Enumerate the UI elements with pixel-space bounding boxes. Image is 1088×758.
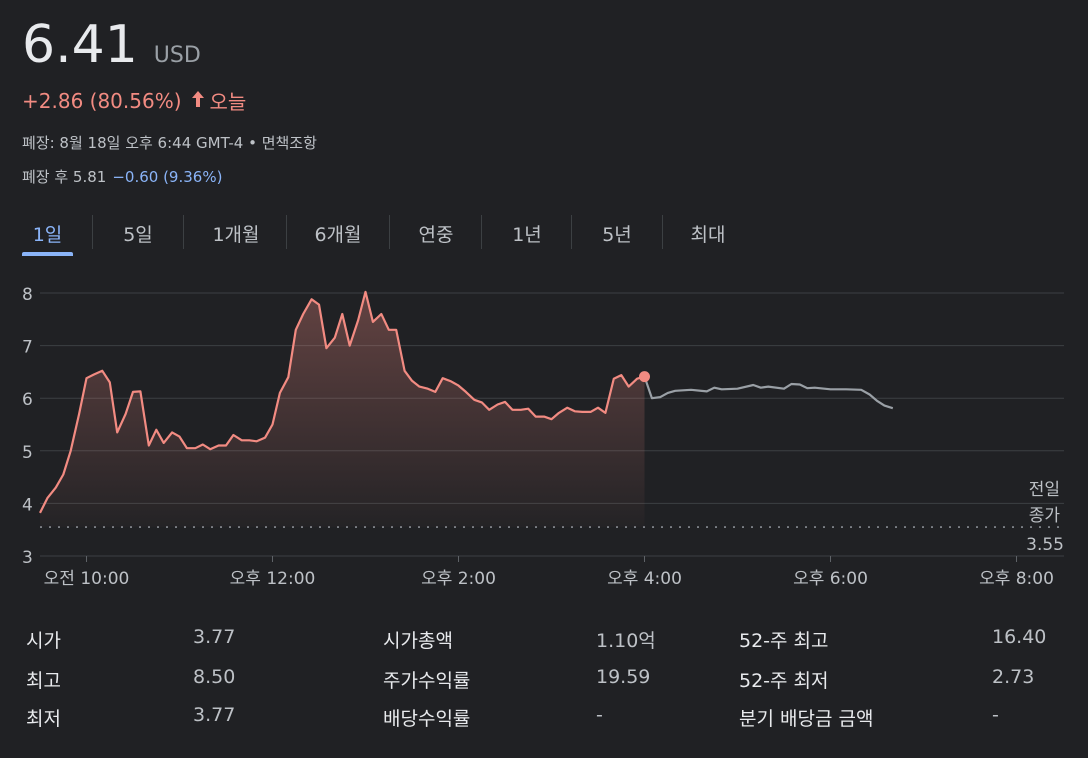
after-hours-change: −0.60 (9.36%) bbox=[112, 168, 223, 186]
change-value: +2.86 (80.56%) bbox=[22, 88, 182, 113]
tab-5y[interactable]: 5년 bbox=[602, 223, 632, 246]
stat-label-dividend-yield: 배당수익률 bbox=[383, 708, 471, 730]
close-marker bbox=[639, 371, 650, 383]
x-tick-label: 오전 10:00 bbox=[44, 569, 130, 589]
tab-max[interactable]: 최대 bbox=[690, 223, 726, 246]
tab-divider bbox=[92, 215, 93, 249]
stat-label-open: 시가 bbox=[26, 630, 61, 652]
stat-label-low: 최저 bbox=[26, 708, 61, 730]
x-tick-label: 오후 4:00 bbox=[607, 569, 682, 589]
y-tick-label: 8 bbox=[22, 285, 33, 305]
x-tick-label: 오후 8:00 bbox=[979, 569, 1054, 589]
previous-close-label: 전일 bbox=[1029, 480, 1060, 500]
stat-label-high: 최고 bbox=[26, 670, 61, 692]
close-info: 폐장: 8월 18일 오후 6:44 GMT-4 • 면책조항 bbox=[22, 134, 317, 152]
tab-1y[interactable]: 1년 bbox=[512, 223, 542, 246]
stat-label-52w-low: 52-주 최저 bbox=[739, 670, 829, 692]
stat-label-pe-ratio: 주가수익률 bbox=[383, 670, 471, 692]
y-tick-label: 4 bbox=[22, 495, 33, 515]
tab-6m[interactable]: 6개월 bbox=[314, 223, 362, 246]
stat-value-dividend-yield: - bbox=[596, 704, 603, 726]
after-hours-line bbox=[643, 376, 894, 410]
stat-value-high: 8.50 bbox=[193, 666, 236, 688]
tab-1d[interactable]: 1일 bbox=[22, 210, 73, 256]
regular-session-area bbox=[40, 291, 645, 528]
previous-close-label: 종가 bbox=[1029, 506, 1061, 526]
change-period: 오늘 bbox=[209, 90, 247, 114]
y-tick-label: 5 bbox=[22, 443, 33, 463]
price-header: 6.41 USD bbox=[22, 14, 201, 76]
y-tick-label: 3 bbox=[22, 548, 33, 568]
stat-label-market-cap: 시가총액 bbox=[383, 630, 453, 652]
x-tick-label: 오후 6:00 bbox=[793, 569, 868, 589]
tab-divider bbox=[389, 215, 390, 249]
stat-value-open: 3.77 bbox=[193, 626, 236, 648]
tab-5d[interactable]: 5일 bbox=[123, 223, 153, 246]
tab-1m[interactable]: 1개월 bbox=[212, 223, 260, 246]
range-tabs: 1일 5일 1개월 6개월 연중 1년 5년 최대 bbox=[0, 210, 760, 256]
stat-value-52w-low: 2.73 bbox=[992, 666, 1035, 688]
price-change: +2.86 (80.56%) 오늘 bbox=[22, 86, 246, 115]
currency-label: USD bbox=[153, 43, 201, 68]
after-hours-info: 폐장 후 5.81 −0.60 (9.36%) bbox=[22, 166, 222, 187]
y-tick-label: 7 bbox=[22, 338, 33, 358]
tab-ytd[interactable]: 연중 bbox=[418, 223, 454, 246]
x-tick-label: 오후 2:00 bbox=[421, 569, 496, 589]
stat-value-52w-high: 16.40 bbox=[992, 626, 1047, 648]
stat-value-pe-ratio: 19.59 bbox=[596, 666, 651, 688]
y-tick-label: 6 bbox=[22, 390, 33, 410]
stat-value-low: 3.77 bbox=[193, 704, 236, 726]
stat-label-52w-high: 52-주 최고 bbox=[739, 630, 829, 652]
after-hours-label: 폐장 후 5.81 bbox=[22, 168, 107, 186]
stat-label-quarterly-dividend: 분기 배당금 금액 bbox=[739, 708, 874, 730]
x-tick-label: 오후 12:00 bbox=[230, 569, 316, 589]
tab-divider bbox=[481, 215, 482, 249]
tab-divider bbox=[571, 215, 572, 249]
arrow-up-icon bbox=[190, 89, 206, 113]
tab-divider bbox=[286, 215, 287, 249]
regular-session-line bbox=[39, 290, 645, 514]
stat-value-quarterly-dividend: - bbox=[992, 704, 999, 726]
tab-divider bbox=[662, 215, 663, 249]
previous-close-value: 3.55 bbox=[1026, 535, 1064, 555]
tab-divider bbox=[183, 215, 184, 249]
current-price: 6.41 bbox=[22, 15, 138, 75]
stat-value-market-cap: 1.10억 bbox=[596, 630, 656, 652]
price-chart[interactable]: 3 4 5 6 7 8 오전 10:00 오후 12:00 오후 2:00 오후 4:00 오후 6… bbox=[0, 270, 1088, 600]
